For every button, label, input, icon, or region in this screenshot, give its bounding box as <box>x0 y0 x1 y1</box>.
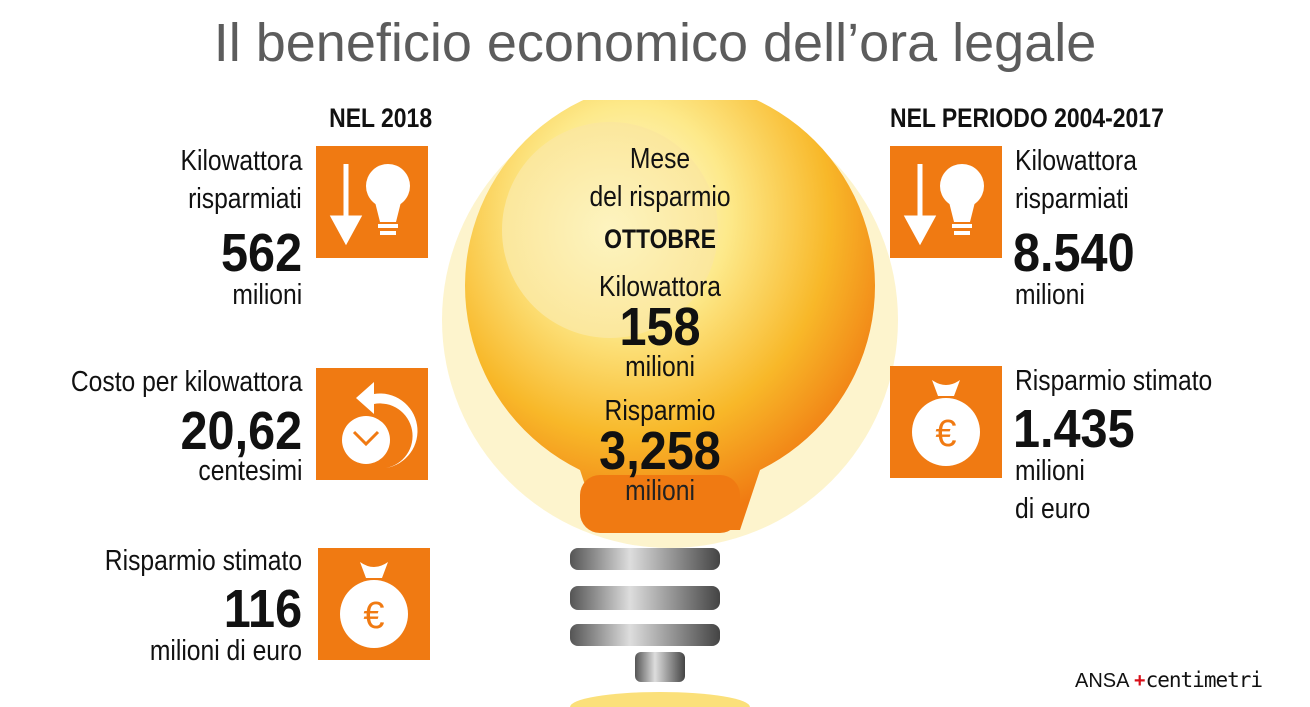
right-kwh-unit: milioni <box>1015 279 1085 311</box>
center-kwh-unit: milioni <box>625 351 695 383</box>
euro-money-bag-icon: € <box>912 380 980 466</box>
center-saving-unit: milioni <box>625 475 695 507</box>
right-kwh-icon-box <box>890 146 1002 258</box>
right-kwh-label-1: Kilowattora <box>1015 145 1137 177</box>
center-saving-label: Risparmio <box>604 395 716 427</box>
center-kwh-label: Kilowattora <box>599 271 721 303</box>
left-cost-value: 20,62 <box>180 401 302 461</box>
left-cost-icon-box <box>316 368 428 480</box>
left-cost-label: Costo per kilowattora <box>70 366 302 398</box>
center-month-label-1: Mese <box>629 143 691 175</box>
center-month: OTTOBRE <box>604 224 716 254</box>
centimetri-label: centimetri <box>1145 668 1263 692</box>
center-kwh-value: 158 <box>619 297 701 357</box>
svg-text:€: € <box>935 413 956 455</box>
right-saving-unit-2: di euro <box>1015 493 1091 525</box>
center-month-label-2: del risparmio <box>589 181 731 213</box>
left-kwh-icon-box <box>316 146 428 258</box>
left-kwh-unit: milioni <box>232 279 302 311</box>
left-saving-label: Risparmio stimato <box>104 545 302 577</box>
credit-logo: ANSA +centimetri <box>1075 668 1263 693</box>
left-cost-unit: centesimi <box>197 455 302 487</box>
right-saving-unit-1: milioni <box>1015 455 1085 487</box>
center-saving-value: 3,258 <box>599 421 721 481</box>
left-saving-icon-box: € <box>318 548 430 660</box>
lightbulb-down-arrow-icon <box>329 164 410 246</box>
left-saving-unit: milioni di euro <box>149 635 302 667</box>
euro-money-bag-icon: € <box>340 562 408 648</box>
clock-rewind-icon <box>342 382 418 468</box>
left-saving-value: 116 <box>223 579 302 639</box>
right-saving-label: Risparmio stimato <box>1015 365 1213 397</box>
page-title: Il beneficio economico dell’ora legale <box>213 13 1097 73</box>
right-saving-icon-box: € <box>890 366 1002 478</box>
left-kwh-value: 562 <box>220 223 302 283</box>
right-kwh-value: 8.540 <box>1013 223 1135 283</box>
right-kwh-label-2: risparmiati <box>1015 183 1129 215</box>
left-kwh-label-1: Kilowattora <box>180 145 302 177</box>
left-kwh-label-2: risparmiati <box>188 183 302 215</box>
lightbulb-down-arrow-icon <box>903 164 984 246</box>
svg-text:€: € <box>363 595 384 637</box>
right-saving-value: 1.435 <box>1013 399 1135 459</box>
ansa-label: ANSA <box>1075 670 1129 692</box>
right-heading: NEL PERIODO 2004-2017 <box>890 103 1164 133</box>
left-heading: NEL 2018 <box>329 103 432 133</box>
plus-icon: + <box>1133 670 1146 692</box>
lightbulb-illustration <box>442 100 898 707</box>
